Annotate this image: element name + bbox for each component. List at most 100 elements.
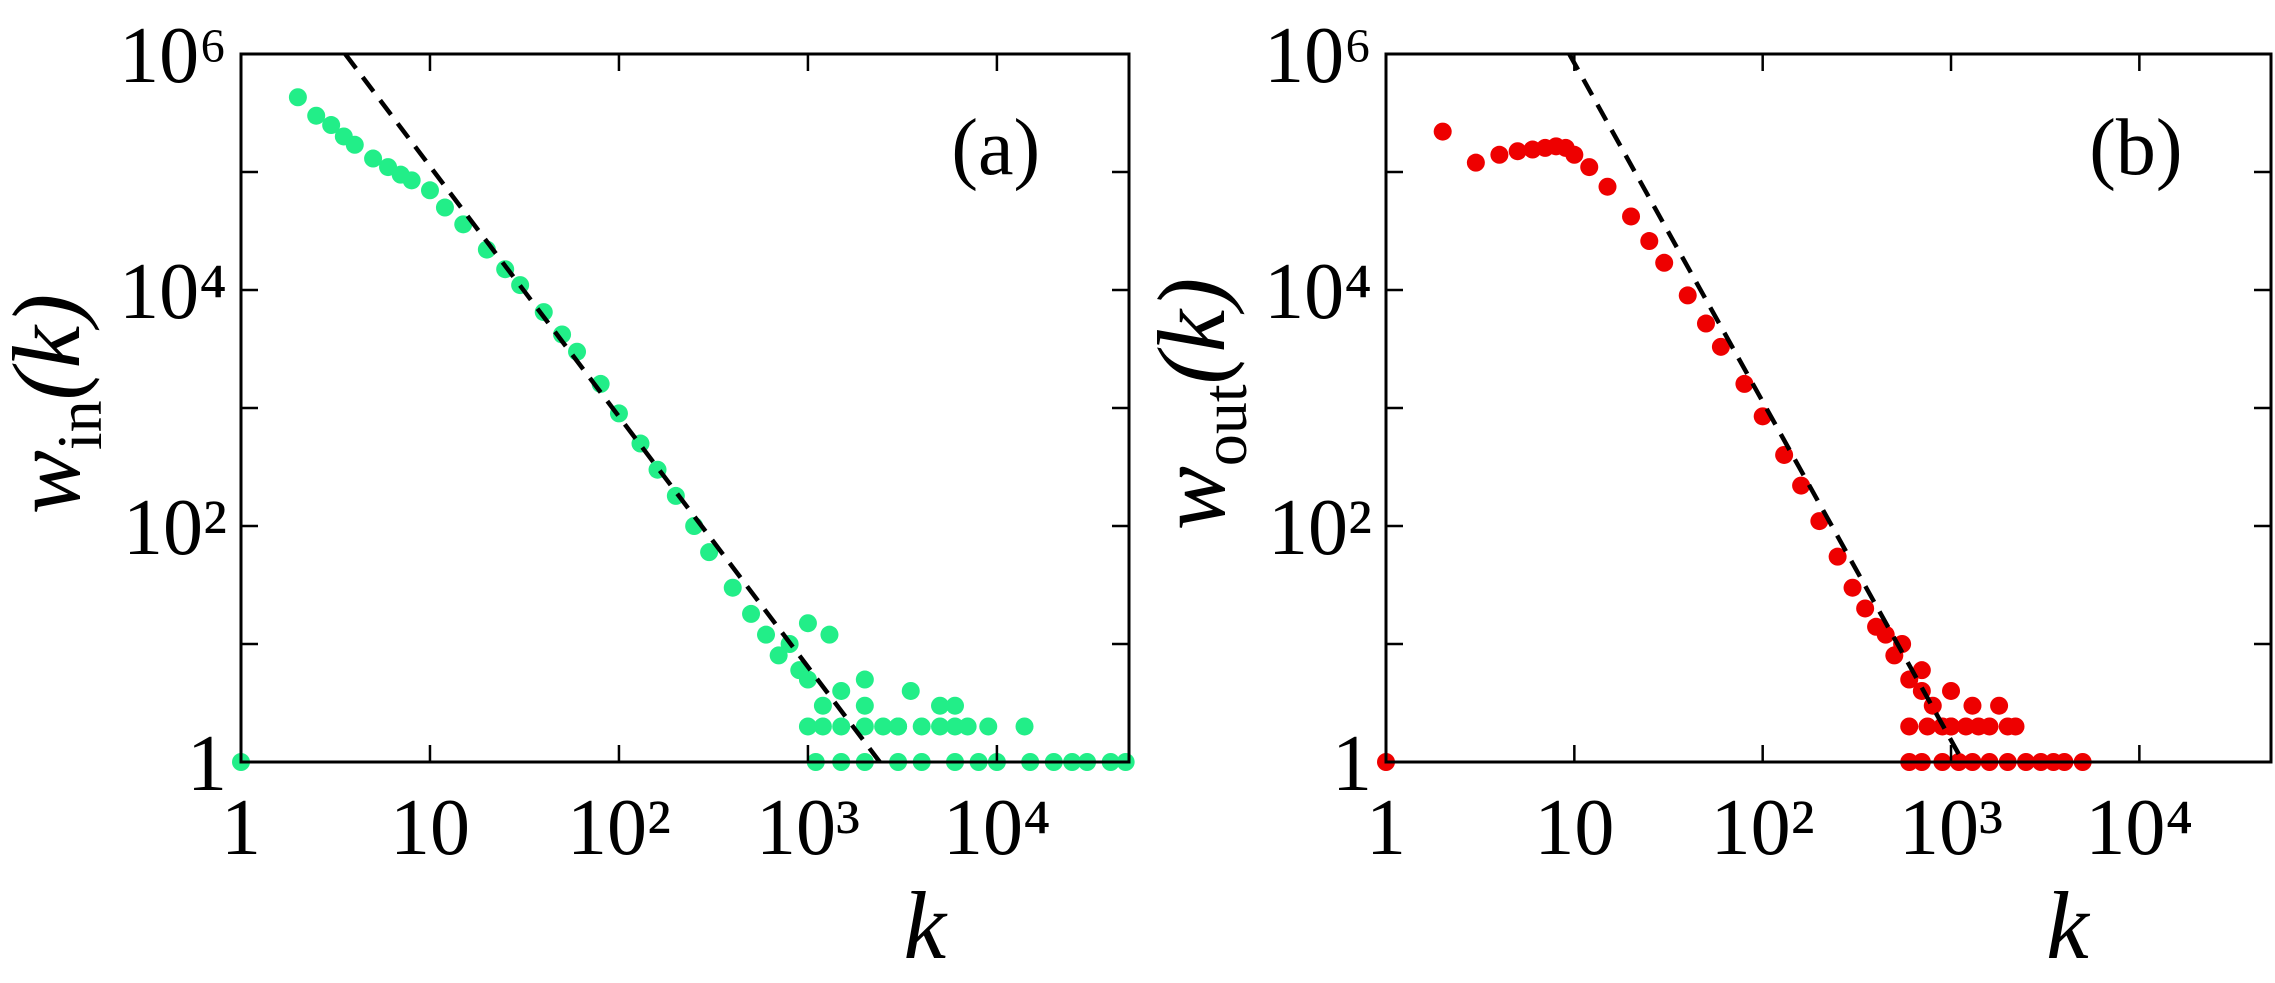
point bbox=[901, 681, 920, 700]
point bbox=[1655, 253, 1674, 272]
point bbox=[1466, 153, 1485, 172]
point bbox=[1640, 232, 1659, 251]
point bbox=[1969, 717, 1988, 736]
point bbox=[798, 614, 817, 633]
fit-line bbox=[1567, 52, 1966, 764]
point bbox=[1918, 717, 1937, 736]
point bbox=[1792, 476, 1811, 495]
point bbox=[1856, 599, 1875, 618]
point bbox=[769, 646, 788, 665]
x-tick-label: 10³ bbox=[1899, 784, 2003, 872]
point bbox=[1580, 158, 1599, 177]
point bbox=[757, 625, 776, 644]
point bbox=[1942, 717, 1961, 736]
point bbox=[889, 717, 908, 736]
point bbox=[1696, 314, 1715, 333]
point bbox=[1998, 717, 2017, 736]
point bbox=[931, 696, 950, 715]
point bbox=[813, 717, 832, 736]
point bbox=[1912, 661, 1931, 680]
fit-line bbox=[343, 52, 882, 764]
point bbox=[855, 696, 874, 715]
point bbox=[364, 149, 383, 168]
point bbox=[742, 604, 761, 623]
point bbox=[1810, 512, 1829, 531]
panel-label: (a) bbox=[951, 104, 1040, 192]
point bbox=[979, 717, 998, 736]
panel-label: (b) bbox=[2089, 104, 2182, 192]
x-tick-label: 10⁴ bbox=[943, 784, 1051, 872]
point bbox=[1565, 145, 1584, 164]
y-label-symbol: w bbox=[1138, 466, 1245, 530]
x-tick-label: 10³ bbox=[756, 784, 860, 872]
x-tick-label: 10² bbox=[1711, 784, 1815, 872]
x-tick-label: 10⁴ bbox=[2085, 784, 2193, 872]
y-label-symbol: w bbox=[0, 450, 100, 514]
y-label-subscript: out bbox=[1189, 384, 1260, 466]
point bbox=[1990, 696, 2009, 715]
y-tick-label: 10⁴ bbox=[119, 248, 227, 336]
point bbox=[1876, 625, 1895, 644]
point bbox=[1508, 142, 1527, 161]
point bbox=[1678, 286, 1697, 305]
point bbox=[1828, 547, 1847, 566]
point bbox=[402, 171, 421, 190]
point bbox=[322, 116, 341, 135]
y-tick-label: 10⁴ bbox=[1264, 248, 1372, 336]
point bbox=[1900, 717, 1919, 736]
y-tick-label: 1 bbox=[1332, 720, 1372, 808]
point bbox=[820, 625, 839, 644]
x-axis-label: k bbox=[903, 872, 948, 979]
point bbox=[912, 717, 931, 736]
point bbox=[288, 88, 307, 107]
y-label-argument: (k) bbox=[1138, 278, 1245, 385]
y-tick-label: 10² bbox=[123, 484, 227, 572]
y-tick-label: 1 bbox=[187, 720, 227, 808]
x-axis-label: k bbox=[2046, 872, 2091, 979]
point bbox=[931, 717, 950, 736]
point bbox=[345, 135, 364, 154]
panel: 1 10 10² 10³ 10⁴ 1 10² 10⁴ 10⁶ (a) k win(k) bbox=[0, 12, 1135, 979]
point bbox=[435, 198, 454, 217]
x-tick-label: 10 bbox=[1534, 784, 1614, 872]
panel: 1 10 10² 10³ 10⁴ 1 10² 10⁴ 10⁶ (b) k wout(k) bbox=[1138, 12, 2273, 979]
point bbox=[1598, 177, 1617, 196]
point bbox=[832, 717, 851, 736]
y-tick-label: 10² bbox=[1268, 484, 1372, 572]
x-tick-label: 1 bbox=[1366, 784, 1406, 872]
point bbox=[832, 681, 851, 700]
x-tick-label: 1 bbox=[221, 784, 261, 872]
point bbox=[958, 717, 977, 736]
y-axis-label: win(k) bbox=[0, 294, 115, 514]
point bbox=[1711, 337, 1730, 356]
x-tick-label: 10² bbox=[567, 784, 671, 872]
point bbox=[723, 578, 742, 597]
y-tick-label: 10⁶ bbox=[1264, 12, 1372, 100]
point bbox=[1843, 578, 1862, 597]
point bbox=[874, 717, 893, 736]
point bbox=[1015, 717, 1034, 736]
point bbox=[1942, 681, 1961, 700]
point bbox=[813, 696, 832, 715]
point bbox=[700, 543, 719, 562]
point bbox=[798, 717, 817, 736]
point bbox=[1956, 717, 1975, 736]
y-label-subscript: in bbox=[44, 400, 115, 450]
point bbox=[945, 717, 964, 736]
y-label-argument: (k) bbox=[0, 294, 100, 401]
point bbox=[1622, 207, 1641, 226]
y-axis-label: wout(k) bbox=[1138, 278, 1260, 530]
point bbox=[1735, 374, 1754, 393]
point bbox=[855, 670, 874, 689]
point bbox=[798, 670, 817, 689]
point bbox=[420, 181, 439, 200]
y-tick-label: 10⁶ bbox=[119, 12, 227, 100]
point bbox=[1775, 445, 1794, 464]
point bbox=[1963, 696, 1982, 715]
point bbox=[1490, 145, 1509, 164]
x-tick-label: 10 bbox=[390, 784, 470, 872]
point bbox=[945, 696, 964, 715]
point bbox=[1433, 122, 1452, 141]
